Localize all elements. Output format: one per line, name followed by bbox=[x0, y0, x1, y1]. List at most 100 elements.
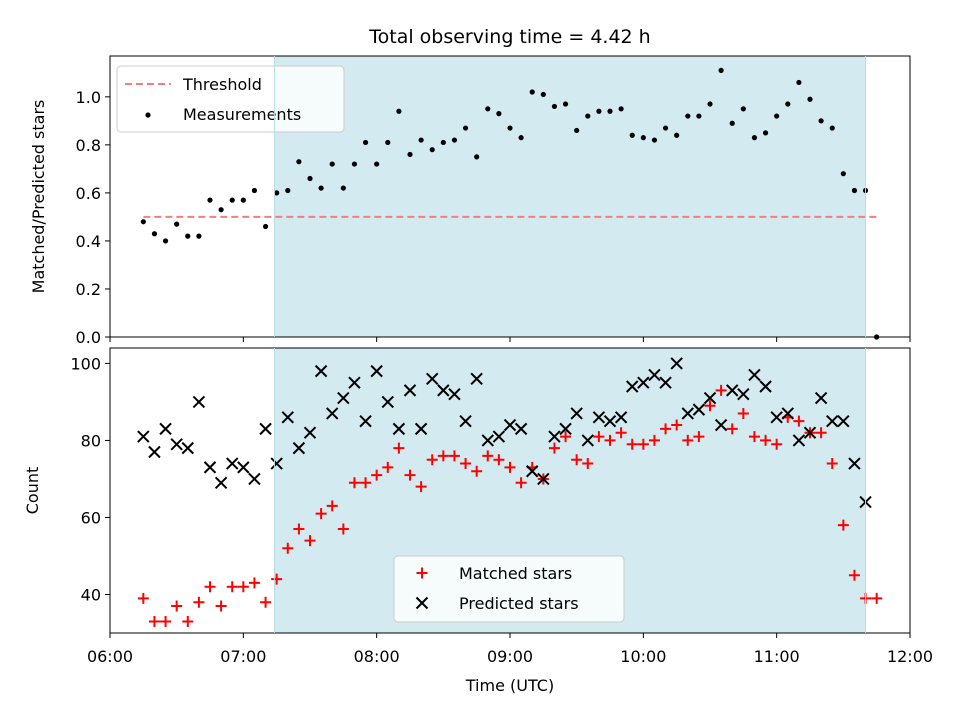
measurement-point bbox=[529, 89, 535, 95]
matched-star-point bbox=[348, 477, 360, 489]
measurement-point bbox=[407, 151, 413, 158]
predicted-star-point bbox=[670, 357, 683, 370]
predicted-star-point bbox=[448, 388, 461, 401]
matched-star-point bbox=[671, 419, 683, 431]
ratio-x-ticks bbox=[109, 337, 911, 342]
matched-star-point bbox=[615, 427, 627, 439]
matched-star-point bbox=[793, 415, 805, 427]
predicted-star-point bbox=[248, 472, 261, 486]
measurement-point bbox=[774, 113, 780, 119]
x-tick-label: 12:00 bbox=[887, 647, 933, 666]
predicted-star-point bbox=[759, 380, 772, 393]
matched-star-point bbox=[748, 431, 760, 443]
predicted-star-point bbox=[259, 422, 272, 436]
measurement-point bbox=[440, 139, 446, 146]
matched-star-point bbox=[426, 454, 438, 466]
measurement-point bbox=[829, 125, 835, 131]
legend-box bbox=[393, 555, 625, 623]
matched-star-point bbox=[515, 477, 527, 489]
matched-star-point bbox=[471, 465, 483, 477]
matched-star-point bbox=[148, 615, 160, 627]
matched-star-point bbox=[693, 431, 705, 443]
matched-star-point bbox=[460, 458, 472, 470]
legend-box bbox=[116, 65, 345, 133]
measurement-point bbox=[485, 106, 491, 112]
matched-star-point bbox=[571, 454, 583, 466]
matched-star-point bbox=[848, 569, 860, 581]
count-legend: Matched stars Predicted stars bbox=[393, 555, 625, 623]
predicted-star-point bbox=[570, 407, 583, 420]
measurement-point bbox=[729, 120, 735, 126]
predicted-star-point bbox=[426, 372, 439, 386]
measurement-point bbox=[796, 79, 802, 86]
predicted-star-point bbox=[137, 430, 150, 443]
matched-star-point bbox=[215, 600, 227, 612]
predicted-star-point bbox=[803, 426, 817, 439]
measurement-point bbox=[474, 154, 480, 160]
count-y-axis-label: Count bbox=[23, 467, 42, 515]
predicted-star-point bbox=[726, 384, 739, 397]
x-tick-label: 06:00 bbox=[87, 647, 133, 666]
measurement-point bbox=[151, 231, 158, 237]
x-axis-label: Time (UTC) bbox=[465, 676, 554, 695]
measurement-point bbox=[362, 139, 369, 146]
predicted-star-point bbox=[359, 414, 372, 428]
legend-predicted-swatch bbox=[415, 596, 429, 610]
count-x-ticks: 06:00 07:00 08:00 09:00 10:00 11:00 12:00 bbox=[87, 633, 933, 666]
ratio-y-ticks: 0.0 0.2 0.4 0.6 0.8 1.0 bbox=[76, 88, 110, 347]
ratio-panel: 0.0 0.2 0.4 0.6 0.8 1.0 Total observing time … bbox=[29, 26, 911, 347]
matched-star-point bbox=[660, 423, 672, 435]
measurement-point bbox=[507, 125, 513, 131]
predicted-star-point bbox=[514, 422, 528, 436]
measurement-point bbox=[807, 96, 813, 102]
predicted-star-point bbox=[748, 368, 761, 382]
measurement-point bbox=[229, 197, 235, 203]
predicted-star-point bbox=[214, 476, 228, 490]
matched-star-point bbox=[560, 431, 572, 443]
predicted-star-point bbox=[437, 384, 450, 397]
legend-measurements-swatch bbox=[145, 112, 151, 118]
matched-star-point bbox=[415, 481, 427, 493]
predicted-star-point bbox=[492, 430, 506, 443]
predicted-star-point bbox=[481, 434, 494, 447]
predicted-star-point bbox=[814, 391, 828, 405]
matched-star-point bbox=[293, 523, 305, 535]
predicted-star-point bbox=[714, 418, 728, 432]
predicted-star-point bbox=[770, 411, 783, 424]
legend-label-predicted: Predicted stars bbox=[459, 594, 579, 613]
predicted-star-point bbox=[303, 426, 317, 439]
matched-star-point bbox=[248, 577, 260, 589]
y-tick-label: 80 bbox=[81, 431, 101, 450]
measurement-point bbox=[140, 219, 146, 225]
matched-star-point bbox=[304, 535, 316, 547]
matched-star-point bbox=[482, 450, 494, 462]
matched-star-point bbox=[260, 596, 272, 608]
matched-star-point bbox=[448, 450, 460, 462]
matched-star-point bbox=[204, 581, 216, 593]
y-tick-label: 0.0 bbox=[76, 328, 101, 347]
predicted-star-point bbox=[792, 434, 806, 447]
predicted-star-point bbox=[826, 414, 839, 428]
y-tick-label: 0.8 bbox=[76, 136, 101, 155]
measurement-point bbox=[351, 161, 358, 167]
predicted-star-point bbox=[237, 461, 250, 474]
measurement-point bbox=[640, 135, 646, 141]
predicted-star-point bbox=[559, 422, 572, 436]
matched-star-point bbox=[382, 461, 394, 473]
predicted-star-point bbox=[659, 376, 672, 389]
measurement-point bbox=[851, 187, 858, 194]
predicted-star-point bbox=[681, 407, 694, 420]
matched-star-point bbox=[593, 431, 605, 443]
measurement-point bbox=[262, 223, 269, 230]
measurement-point bbox=[718, 67, 724, 74]
chart-title: Total observing time = 4.42 h bbox=[368, 26, 650, 48]
y-tick-label: 40 bbox=[81, 585, 101, 604]
x-tick-label: 08:00 bbox=[354, 647, 400, 666]
matched-star-point bbox=[737, 407, 749, 419]
matched-star-point bbox=[504, 461, 516, 473]
matched-star-point bbox=[548, 442, 560, 454]
ratio-y-axis-label: Matched/Predicted stars bbox=[29, 100, 48, 294]
matched-star-point bbox=[137, 592, 149, 604]
measurement-point bbox=[429, 147, 435, 153]
ratio-series-layer bbox=[140, 67, 880, 340]
